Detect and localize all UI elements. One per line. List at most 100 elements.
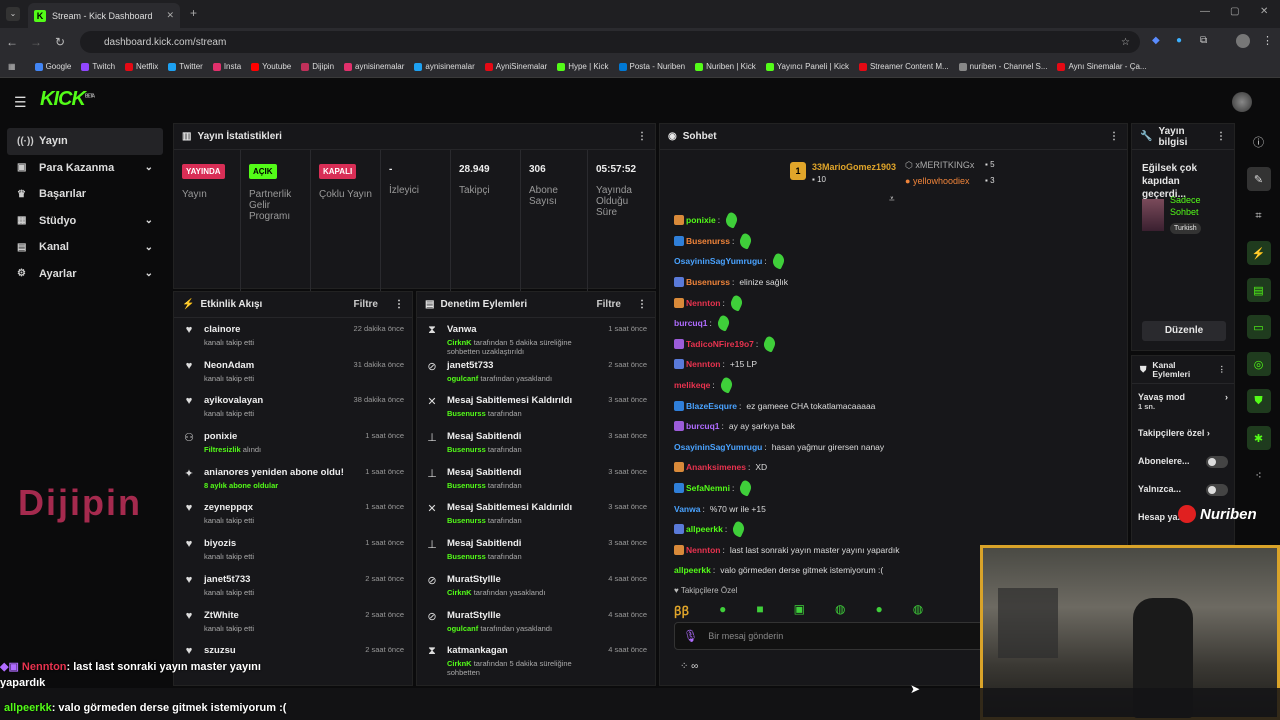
document-icon[interactable]: ▤ xyxy=(1246,278,1271,302)
emote-icon[interactable]: ꞵꞵ xyxy=(674,604,690,618)
moderation-item[interactable]: ⊘ janet5t733 ogulcanf tarafından yasakland… xyxy=(425,354,647,390)
chat-message[interactable]: allpeerkk: valo görmeden derse gitmek ist… xyxy=(660,560,1127,581)
moderation-item[interactable]: ⊥ Mesaj Sabitlendi Busenurss tarafından 3 s… xyxy=(425,461,647,497)
chat-settings-icon[interactable]: ⁘ ∞ xyxy=(680,661,699,672)
moderation-item[interactable]: ⊘ MuratStyllle CirknK tarafından yasakland… xyxy=(425,568,647,604)
shield-icon[interactable]: ⛊ xyxy=(1246,389,1271,413)
microphone-icon[interactable]: 🎙 xyxy=(683,629,699,643)
bookmark-item[interactable]: Nuriben | Kick xyxy=(690,62,761,71)
chat-message[interactable]: OsayininSagYumrugu: hasan yağmur girersen… xyxy=(660,437,1127,458)
bookmark-star-icon[interactable]: ☆ xyxy=(1121,36,1130,48)
bookmark-item[interactable]: Yayıncı Paneli | Kick xyxy=(761,62,854,71)
sidebar-item-kanal[interactable]: ▤ Kanal ⌄ xyxy=(7,234,163,261)
category-name[interactable]: Sadece Sohbet xyxy=(1170,195,1201,217)
activity-item[interactable]: ⚇ ponixie Filtresizlik alındı 1 saat önce xyxy=(182,425,404,461)
bookmark-item[interactable]: Twitch xyxy=(76,62,120,71)
extension-shield-icon[interactable]: ◆ xyxy=(1152,35,1160,46)
bookmark-item[interactable]: Hype | Kick xyxy=(552,62,613,71)
more-options-icon[interactable]: ⋮ xyxy=(1216,131,1226,142)
moderation-item[interactable]: ⧗ Vanwa CirknK tarafından 5 dakika süreliğ… xyxy=(425,318,647,356)
close-window-icon[interactable]: ✕ xyxy=(1260,6,1269,17)
activity-item[interactable]: ♥ clainore kanalı takip etti 22 dakika önce xyxy=(182,318,404,354)
reload-icon[interactable]: ↻ xyxy=(54,35,66,49)
chat-message[interactable]: Ananksimenes: XD xyxy=(660,457,1127,478)
only-toggle[interactable] xyxy=(1206,484,1228,496)
activity-item[interactable]: ♥ szuzsu 2 saat önce xyxy=(182,639,404,675)
bookmark-item[interactable]: AyniSinemalar xyxy=(480,62,552,71)
extensions-puzzle-icon[interactable]: ⧉ xyxy=(1200,35,1208,46)
chat-message[interactable]: Nennton: last last sonraki yayın master y… xyxy=(660,540,1127,561)
wrench-icon[interactable]: ✱ xyxy=(1246,426,1271,450)
bookmark-item[interactable]: aynisinemalar xyxy=(409,62,479,71)
chat-username[interactable]: OsayininSagYumrugu xyxy=(674,256,763,267)
filter-button[interactable]: Filtre xyxy=(596,299,621,310)
chat-username[interactable]: allpeerkk xyxy=(674,565,711,576)
sidebar-item-ayarlar[interactable]: ⚙ Ayarlar ⌄ xyxy=(7,261,163,288)
chat-message[interactable]: TadicoNFire19o7: xyxy=(660,334,1127,355)
chat-message[interactable]: BlazeEsqure: ez gameee CHA tokatlamacaaaa… xyxy=(660,395,1127,416)
bookmark-item[interactable]: nuriben - Channel S... xyxy=(954,62,1053,71)
moderation-item[interactable]: ⊥ Mesaj Sabitlendi Busenurss tarafından 3 s… xyxy=(425,425,647,461)
bookmark-item[interactable]: Google xyxy=(30,62,77,71)
chat-message[interactable]: melikeqe: xyxy=(660,375,1127,396)
new-tab-icon[interactable]: + xyxy=(190,6,198,20)
sidebar-item-para-kazanma[interactable]: ▣ Para Kazanma ⌄ xyxy=(7,155,163,182)
chat-username[interactable]: BlazeEsqure xyxy=(686,400,738,411)
moderation-item[interactable]: ⊥ Mesaj Sabitlendi Busenurss tarafından 3 s… xyxy=(425,532,647,568)
chat-username[interactable]: Ananksimenes xyxy=(686,462,746,473)
profile-avatar[interactable] xyxy=(1236,34,1250,48)
sidebar-item-yayin[interactable]: ((·)) Yayın xyxy=(7,128,163,155)
chat-username[interactable]: burcuq1 xyxy=(686,421,720,432)
chat-username[interactable]: Nennton xyxy=(686,297,721,308)
sidebar-item-basarilar[interactable]: ♛ Başarılar xyxy=(7,181,163,208)
moderation-item[interactable]: ✕ Mesaj Sabitlemesi Kaldırıldı Busenurss t… xyxy=(425,496,647,532)
broadcast-icon[interactable]: ◎ xyxy=(1246,352,1271,376)
emote-icon[interactable]: ● xyxy=(875,602,883,616)
close-tab-icon[interactable]: ✕ xyxy=(166,10,174,20)
layout-icon[interactable]: ⌗ xyxy=(1255,209,1262,222)
emote-icon[interactable]: ● xyxy=(719,602,727,616)
tab-search-icon[interactable]: ⌄ xyxy=(6,7,20,21)
extension-icon[interactable]: ● xyxy=(1176,35,1183,46)
bookmark-item[interactable]: Aynı Sinemalar - Ça... xyxy=(1052,62,1151,71)
pencil-icon[interactable]: ✎ xyxy=(1246,167,1271,191)
url-field[interactable]: dashboard.kick.com/stream ☆ xyxy=(80,31,1140,53)
activity-item[interactable]: ♥ ayikovalayan kanalı takip etti 38 dakika … xyxy=(182,389,404,425)
chat-input[interactable]: 🎙 Bir mesaj gönderin xyxy=(674,622,994,650)
apps-grid-icon[interactable]: ▦ xyxy=(8,62,16,71)
emote-icon[interactable]: ■ xyxy=(756,602,764,616)
filter-button[interactable]: Filtre xyxy=(353,299,378,310)
chat-username[interactable]: Busenurss xyxy=(686,277,730,288)
chat-message[interactable]: Busenurss: xyxy=(660,231,1127,252)
activity-item[interactable]: ♥ biyozis kanalı takip etti 1 saat önce xyxy=(182,532,404,568)
emote-icon[interactable]: ◍ xyxy=(912,602,924,616)
chat-message[interactable]: OsayininSagYumrugu: xyxy=(660,251,1127,272)
chat-username[interactable]: Busenurss xyxy=(686,235,730,246)
chat-message[interactable]: ponixie: xyxy=(660,210,1127,231)
bookmark-item[interactable]: Netflix xyxy=(120,62,163,71)
bookmark-item[interactable]: aynisinemalar xyxy=(339,62,409,71)
subscribers-toggle[interactable] xyxy=(1206,456,1228,468)
expand-chevron-icon[interactable]: ⩡ xyxy=(889,194,895,205)
bookmark-item[interactable]: Insta xyxy=(208,62,246,71)
activity-item[interactable]: ♥ NeonAdam kanalı takip etti 31 dakika önce xyxy=(182,354,404,390)
user-avatar[interactable] xyxy=(1232,92,1252,112)
more-options-icon[interactable]: ⋮ xyxy=(1109,131,1119,142)
slow-mode-row[interactable]: Yavaş mod 1 sn. › xyxy=(1138,392,1228,422)
chat-message[interactable]: Nennton: +15 LP xyxy=(660,354,1127,375)
bookmark-item[interactable]: Youtube xyxy=(246,62,296,71)
moderation-item[interactable]: ⧗ katmankagan CirknK tarafından 5 dakika s… xyxy=(425,639,647,677)
bookmark-item[interactable]: Posta - Nuriben xyxy=(614,62,691,71)
moderation-item[interactable]: ⊘ MuratStyllle ogulcanf tarafından yasakla… xyxy=(425,604,647,640)
bookmark-item[interactable]: Streamer Content M... xyxy=(854,62,954,71)
bookmark-item[interactable]: Dijipin xyxy=(296,62,339,71)
more-options-icon[interactable]: ⋮ xyxy=(637,299,647,310)
chat-username[interactable]: melikeqe xyxy=(674,380,711,391)
chat-username[interactable]: ponixie xyxy=(686,215,716,226)
more-options-icon[interactable]: ⋮ xyxy=(394,299,404,310)
emote-icon[interactable]: ◍ xyxy=(835,602,846,616)
share-icon[interactable]: ⁖ xyxy=(1255,469,1262,482)
browser-tab[interactable]: K Stream - Kick Dashboard ✕ xyxy=(28,3,180,28)
chat-message[interactable]: burcuq1: ay ay şarkıya bak xyxy=(660,416,1127,437)
activity-item[interactable]: ♥ zeyneppqx kanalı takip etti 1 saat önce xyxy=(182,496,404,532)
